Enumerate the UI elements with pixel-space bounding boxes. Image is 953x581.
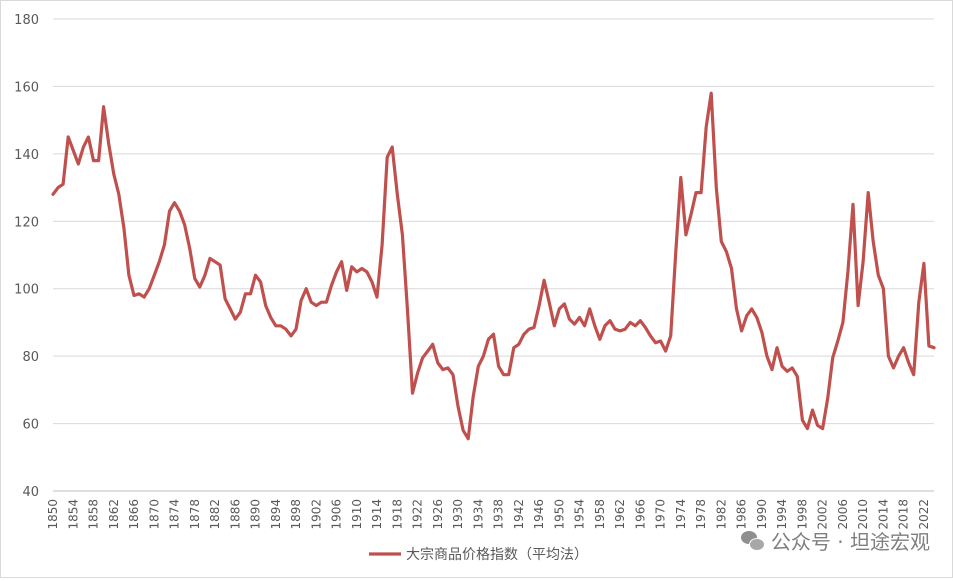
x-tick-label: 1986 [735,499,749,530]
x-tick-label: 1974 [674,499,688,530]
x-axis-ticks: 1850 1854 1858 1862 1866 1870 1874 1878 1882 1886… [46,499,931,530]
x-tick-label: 1966 [633,499,647,530]
x-tick-label: 1858 [87,499,101,530]
x-tick-label: 1898 [289,499,303,530]
x-tick-label: 1926 [431,499,445,530]
x-tick-label: 1930 [451,499,465,530]
x-tick-label: 1918 [390,499,404,530]
x-tick-label: 2010 [856,499,870,530]
x-tick-label: 1950 [552,499,566,530]
x-tick-label: 2022 [917,499,931,530]
x-tick-label: 1910 [350,499,364,530]
x-tick-label: 1866 [127,499,141,530]
x-tick-label: 1922 [411,499,425,530]
y-tick-label: 60 [22,418,39,433]
x-tick-label: 1906 [330,499,344,530]
x-tick-label: 1970 [654,499,668,530]
y-axis-ticks: 40 60 80 100 120 140 160 180 [14,13,39,500]
x-tick-label: 1954 [573,499,587,530]
x-tick-label: 1870 [147,499,161,530]
series-group [51,91,936,441]
x-tick-label: 1990 [755,499,769,530]
watermark: 公众号 · 坦途宏观 [740,526,930,555]
legend-label: 大宗商品价格指数（平均法） [406,547,588,563]
x-tick-label: 1914 [370,499,384,530]
x-tick-label: 1902 [309,499,323,530]
x-tick-label: 1886 [228,499,242,530]
gridlines [53,18,934,425]
x-tick-label: 1850 [46,499,60,530]
y-tick-label: 140 [14,148,39,163]
x-tick-label: 1878 [188,499,202,530]
x-tick-label: 1862 [107,499,121,530]
x-tick-label: 2002 [816,499,830,530]
x-tick-label: 1958 [593,499,607,530]
x-tick-label: 1934 [471,499,485,530]
x-tick-label: 1854 [66,499,80,530]
y-tick-label: 40 [22,485,39,500]
x-tick-label: 2018 [897,499,911,530]
x-tick-label: 2006 [836,499,850,530]
x-tick-label: 1998 [795,499,809,530]
y-tick-label: 180 [14,13,39,28]
x-tick-label: 1946 [532,499,546,530]
y-tick-label: 80 [22,350,39,365]
x-tick-label: 1994 [775,499,789,530]
y-tick-label: 120 [14,215,39,230]
x-tick-label: 1874 [168,499,182,530]
x-tick-label: 1942 [512,499,526,530]
x-tick-label: 2014 [876,499,890,530]
x-tick-label: 1978 [694,499,708,530]
x-tick-label: 1894 [269,499,283,530]
x-tick-label: 1962 [613,499,627,530]
y-tick-label: 100 [14,283,39,298]
wechat-icon [740,529,765,553]
series-line [51,91,936,441]
x-tick-label: 1882 [208,499,222,530]
x-tick-label: 1982 [714,499,728,530]
y-tick-label: 160 [14,80,39,95]
watermark-text: 公众号 · 坦途宏观 [770,530,930,554]
legend: 大宗商品价格指数（平均法） [369,547,588,563]
x-tick-label: 1938 [492,499,506,530]
x-tick-label: 1890 [249,499,263,530]
